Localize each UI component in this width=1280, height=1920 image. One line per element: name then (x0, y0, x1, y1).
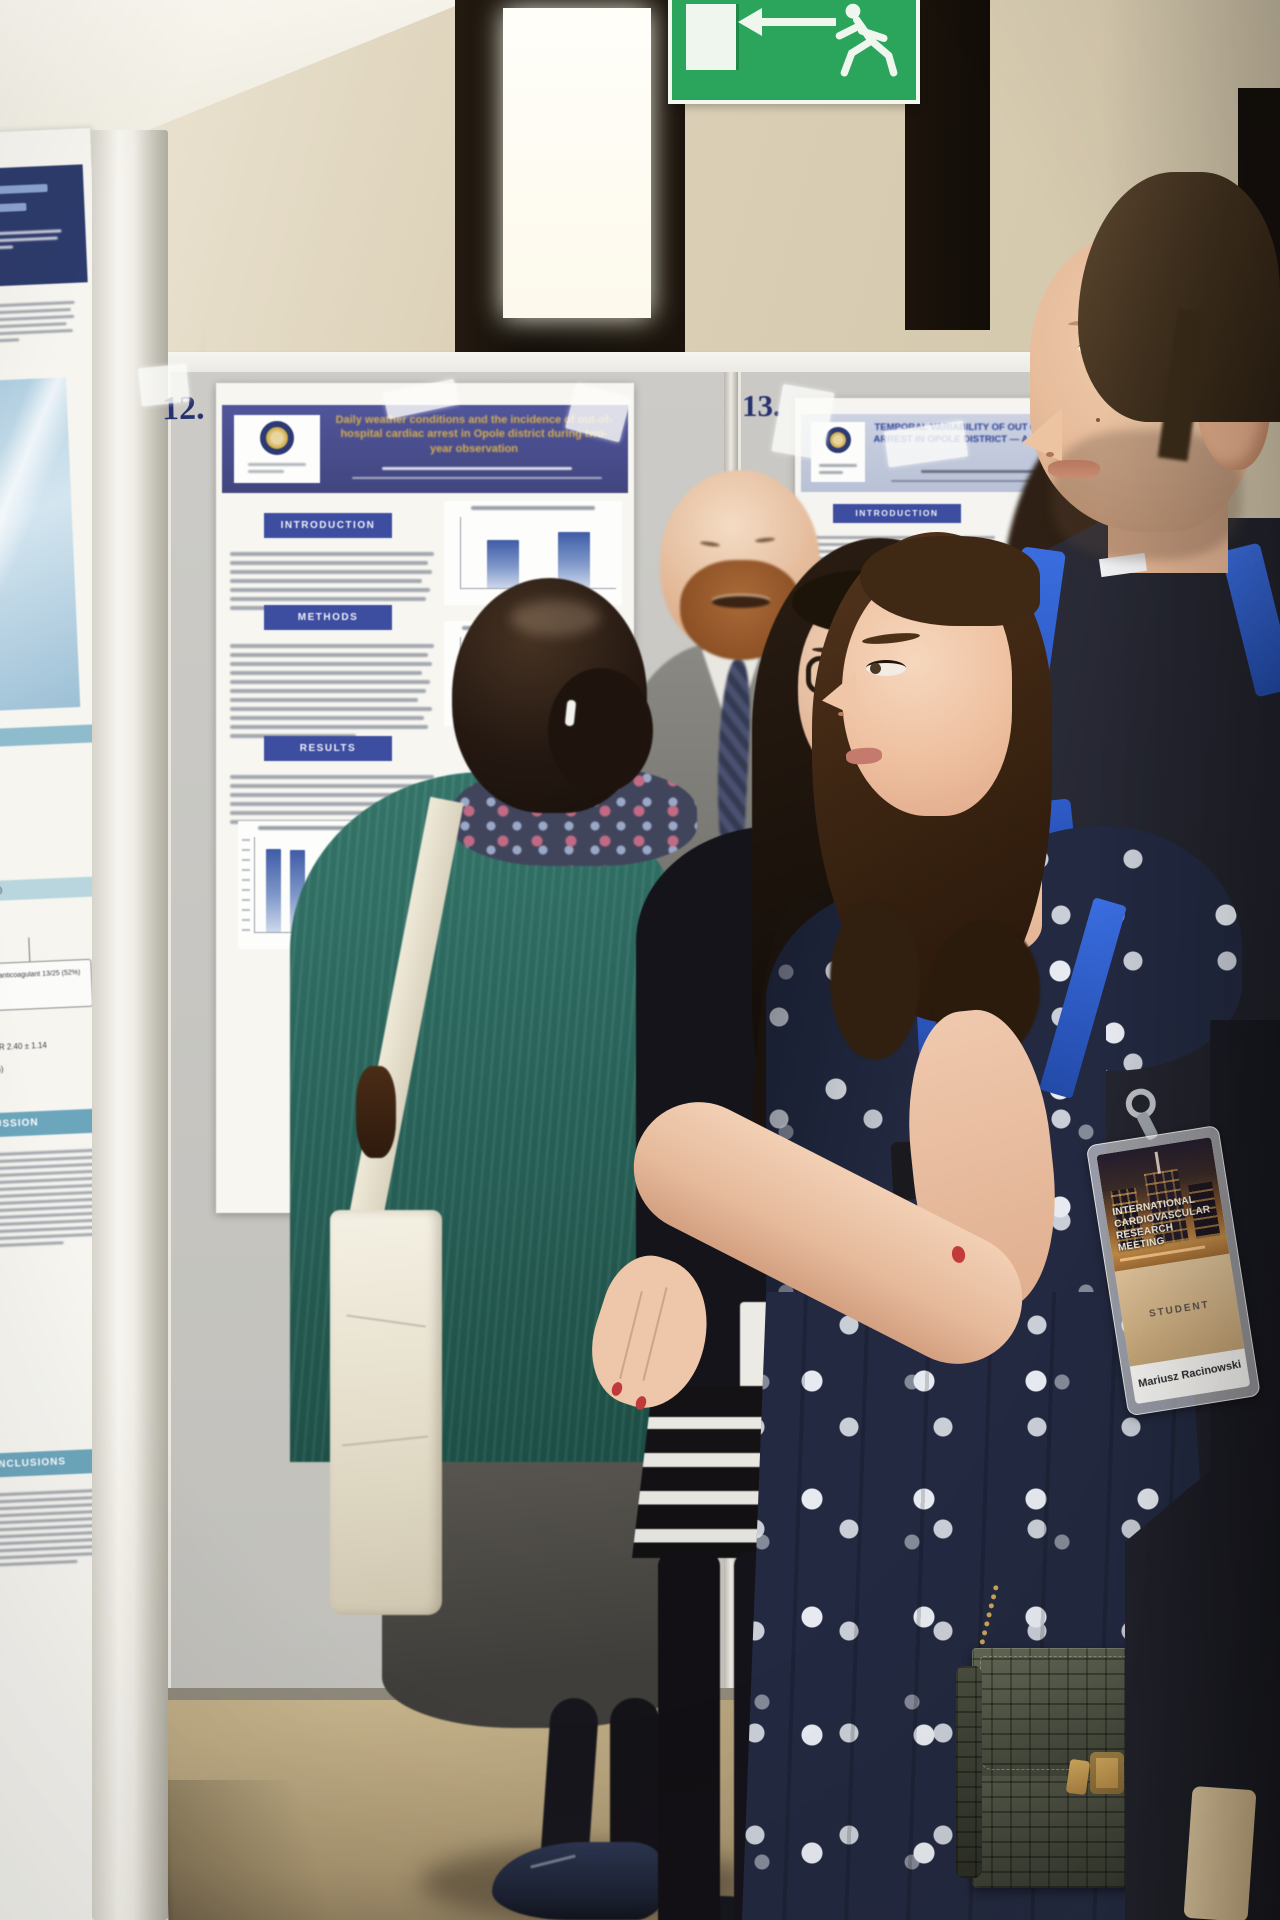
left-poster-banner (0, 164, 88, 290)
badge-category: STUDENT (1148, 1299, 1211, 1320)
left-poster-banner-line (0, 202, 27, 216)
window-glass-left (503, 8, 651, 318)
university-emblem-icon (260, 421, 294, 455)
exit-running-man-icon (835, 3, 898, 77)
front-hair-sweep (860, 536, 1040, 626)
left-poster-flow-connector (28, 937, 31, 962)
handbag-clasp (1090, 1752, 1124, 1794)
left-poster-stat: Average INR 2.40 ± 1.14 (0, 1040, 48, 1054)
chart-y-ticks (242, 839, 250, 933)
exit-arrow-head-icon (738, 8, 762, 36)
chart-title-line (257, 826, 351, 830)
hair-shine (510, 600, 600, 636)
leg-tights (658, 1552, 720, 1920)
left-poster-sky-figure (0, 377, 81, 714)
hair-strand-wave (830, 900, 920, 1060)
poster12-author-line (382, 467, 572, 470)
poster13-author-line (921, 470, 1091, 473)
poster12-methods-header: METHODS (264, 605, 392, 630)
smiling-mouth (712, 596, 770, 608)
drink-bottle (356, 1066, 396, 1158)
left-poster-banner-authors (0, 225, 62, 256)
suit-man-head (1020, 160, 1280, 580)
rolled-paper (1183, 1785, 1257, 1920)
lips (1048, 460, 1100, 478)
left-poster-stat: Oral anticoagulant 13/25 (52%) (0, 969, 81, 980)
exit-arrow-left-icon (760, 18, 836, 26)
left-poster-stat: 15/25 (100%) (0, 885, 3, 897)
white-tote-bag (330, 1210, 442, 1615)
handbag-gusset (956, 1666, 982, 1878)
poster13-introduction-header: INTRODUCTION (833, 504, 961, 523)
board13-number: 13. (742, 388, 781, 423)
poster12-methods-text (230, 639, 434, 743)
university-emblem-icon (825, 427, 851, 453)
poster13-affiliation-line (891, 480, 1121, 482)
poster12-affiliation-line (352, 477, 602, 479)
poster12-introduction-header: INTRODUCTION (264, 513, 392, 538)
mole (1096, 418, 1100, 422)
nostril (838, 712, 844, 716)
exit-door-icon (686, 4, 739, 70)
chart-title-line (470, 506, 596, 510)
left-poster-flow-box: Oral anticoagulant 13/25 (52%) (0, 958, 94, 1012)
emergency-exit-sign (668, 0, 920, 104)
poster13-logo-caption (819, 460, 857, 478)
board-left-post (92, 130, 168, 1920)
glare-streak (0, 377, 81, 714)
hair-bun (548, 668, 653, 793)
left-poster-highlight-row: 15/25 (100%) (0, 876, 107, 903)
left-poster-intro-lines (0, 297, 76, 349)
poster12-banner: Daily weather conditions and the inciden… (222, 405, 628, 493)
tape-piece (138, 363, 190, 407)
nostril (1046, 452, 1054, 457)
left-poster-table-header (0, 724, 100, 750)
iris (870, 663, 881, 674)
left-poster-stat: 10/13 (77%) (0, 1064, 4, 1076)
tower-spire (1154, 1151, 1161, 1174)
left-poster-banner-line (0, 183, 48, 198)
dark-shoe (492, 1842, 662, 1920)
poster12-logo-box (234, 415, 320, 483)
poster13-title: TEMPORAL VARIABILITY OF OUT OF HOSPITAL … (873, 422, 1141, 446)
hand (575, 1244, 727, 1422)
poster12-title: Daily weather conditions and the inciden… (335, 414, 613, 455)
badge-mid-panel: STUDENT (1114, 1253, 1245, 1367)
badge-attendee-name: Mariusz Racinowski (1137, 1358, 1243, 1391)
poster12-logo-caption (248, 459, 306, 477)
poster12-results-header: RESULTS (264, 736, 392, 761)
